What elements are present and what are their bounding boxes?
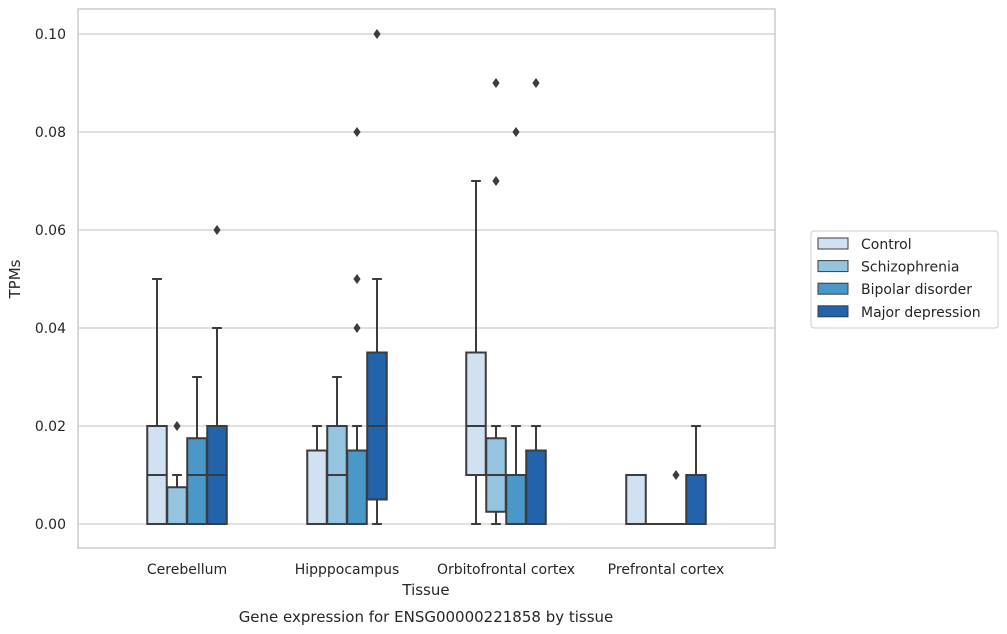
box-bipolar-disorder [346, 127, 368, 525]
outlier-point [373, 29, 381, 39]
y-tick-label: 0.04 [35, 321, 66, 337]
grid-layer [78, 33, 775, 525]
box-schizophrenia [166, 421, 188, 525]
outlier-point [492, 78, 500, 88]
box-control [625, 474, 647, 525]
outlier-point [492, 176, 500, 186]
box-bipolar-disorder [665, 470, 687, 526]
y-tick-label: 0.10 [35, 27, 66, 43]
box-major-depression [206, 225, 228, 525]
outlier-point [213, 225, 221, 235]
x-tick-label: Orbitofrontal cortex [437, 562, 575, 578]
x-axis-label: Tissue [401, 581, 449, 599]
x-tick-labels: Cerebellum Hipppocampus Orbitofrontal cort… [147, 562, 724, 578]
box-control [146, 278, 168, 525]
outlier-point [173, 421, 181, 431]
box-schizophrenia [485, 78, 507, 525]
box-major-depression [366, 29, 388, 525]
box-body [306, 449, 328, 525]
box-body [166, 486, 188, 525]
outlier-point [353, 274, 361, 284]
box-major-depression [685, 425, 707, 525]
outlier-point [512, 127, 520, 137]
box-bipolar-disorder [186, 376, 208, 525]
y-tick-labels: 0.00 0.02 0.04 0.06 0.08 0.10 [35, 27, 66, 533]
y-tick-label: 0.08 [35, 125, 66, 141]
outlier-point [353, 323, 361, 333]
box-body [465, 351, 487, 476]
legend-label: Schizophrenia [861, 260, 959, 276]
x-tick-label: Prefrontal cortex [608, 562, 725, 578]
legend-label: Control [861, 237, 912, 253]
box-bipolar-disorder [505, 127, 527, 525]
box-layer [146, 29, 707, 526]
x-tick-label: Cerebellum [147, 562, 227, 578]
outlier-point [672, 470, 680, 480]
legend-frame [810, 230, 999, 329]
plot-frame [77, 8, 776, 549]
legend: Control Schizophrenia Bipolar disorder Majo… [810, 230, 999, 329]
y-axis-label: TPMs [6, 259, 24, 299]
box-body [625, 474, 647, 525]
box-body [525, 449, 547, 525]
figure-caption: Gene expression for ENSG00000221858 by t… [239, 608, 614, 626]
legend-swatch [817, 305, 849, 318]
outlier-point [353, 127, 361, 137]
y-tick-label: 0.06 [35, 223, 66, 239]
y-tick-label: 0.00 [35, 517, 66, 533]
box-control [465, 180, 487, 525]
box-control [306, 425, 328, 525]
box-body [346, 449, 368, 525]
box-body [186, 437, 208, 525]
legend-swatch [817, 260, 849, 273]
box-major-depression [525, 78, 547, 525]
y-tick-label: 0.02 [35, 419, 66, 435]
box-schizophrenia [326, 376, 348, 525]
box-body [685, 474, 707, 525]
legend-swatch [817, 237, 849, 250]
outlier-point [532, 78, 540, 88]
legend-swatch [817, 282, 849, 295]
box-body [505, 474, 527, 525]
legend-label: Major depression [861, 305, 981, 321]
x-tick-label: Hipppocampus [295, 562, 400, 578]
legend-label: Bipolar disorder [861, 282, 972, 298]
legend-items: Control Schizophrenia Bipolar disorder Majo… [817, 237, 981, 321]
